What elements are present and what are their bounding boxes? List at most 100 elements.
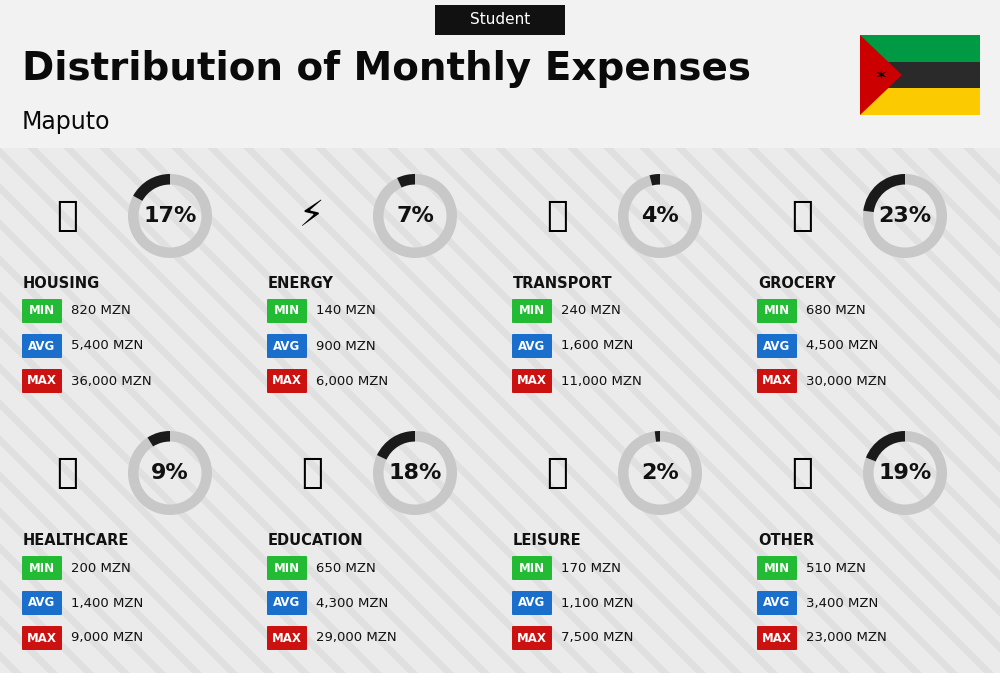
FancyBboxPatch shape [512,334,552,358]
FancyBboxPatch shape [22,556,62,580]
Wedge shape [650,174,660,186]
FancyBboxPatch shape [22,591,62,615]
Text: MIN: MIN [274,304,300,318]
FancyBboxPatch shape [0,0,1000,148]
Text: 680 MZN: 680 MZN [806,304,866,318]
FancyBboxPatch shape [512,556,552,580]
FancyBboxPatch shape [267,334,307,358]
Text: 🛍: 🛍 [546,456,568,490]
Text: 240 MZN: 240 MZN [561,304,621,318]
Text: 170 MZN: 170 MZN [561,561,621,575]
FancyBboxPatch shape [860,88,980,115]
FancyBboxPatch shape [860,35,980,62]
Text: MIN: MIN [274,561,300,575]
Wedge shape [147,431,170,446]
Text: 7%: 7% [396,206,434,226]
FancyBboxPatch shape [22,369,62,393]
Text: MAX: MAX [517,631,547,645]
FancyBboxPatch shape [267,591,307,615]
Text: OTHER: OTHER [758,533,814,548]
Text: Distribution of Monthly Expenses: Distribution of Monthly Expenses [22,50,751,88]
FancyBboxPatch shape [757,556,797,580]
Wedge shape [128,174,212,258]
Text: AVG: AVG [273,596,301,610]
Text: 36,000 MZN: 36,000 MZN [71,374,152,388]
Wedge shape [618,431,702,515]
Wedge shape [863,431,947,515]
Text: ✶: ✶ [875,67,887,83]
Text: GROCERY: GROCERY [758,276,836,291]
FancyBboxPatch shape [512,369,552,393]
Wedge shape [377,431,415,460]
FancyBboxPatch shape [757,299,797,323]
Text: ⚡: ⚡ [299,199,325,233]
Text: 🛒: 🛒 [791,199,813,233]
Text: 18%: 18% [388,463,442,483]
FancyBboxPatch shape [860,62,980,88]
Text: MAX: MAX [762,374,792,388]
Text: MIN: MIN [29,304,55,318]
Text: MIN: MIN [764,304,790,318]
Text: 19%: 19% [878,463,932,483]
Text: 4,300 MZN: 4,300 MZN [316,596,388,610]
Text: 820 MZN: 820 MZN [71,304,131,318]
Text: 2%: 2% [641,463,679,483]
Text: HOUSING: HOUSING [23,276,100,291]
Text: 17%: 17% [143,206,197,226]
Text: MAX: MAX [27,374,57,388]
FancyBboxPatch shape [757,334,797,358]
Text: 510 MZN: 510 MZN [806,561,866,575]
Text: 6,000 MZN: 6,000 MZN [316,374,388,388]
Wedge shape [863,174,905,212]
Wedge shape [618,174,702,258]
Text: 11,000 MZN: 11,000 MZN [561,374,642,388]
FancyBboxPatch shape [512,626,552,650]
Text: 1,400 MZN: 1,400 MZN [71,596,143,610]
Text: MAX: MAX [27,631,57,645]
Text: 29,000 MZN: 29,000 MZN [316,631,397,645]
Text: ENERGY: ENERGY [268,276,334,291]
Text: MIN: MIN [764,561,790,575]
Text: AVG: AVG [518,339,546,353]
Text: AVG: AVG [763,339,791,353]
Wedge shape [655,431,660,441]
FancyBboxPatch shape [267,626,307,650]
Text: 650 MZN: 650 MZN [316,561,376,575]
FancyBboxPatch shape [267,556,307,580]
Wedge shape [128,431,212,515]
Text: 30,000 MZN: 30,000 MZN [806,374,887,388]
Text: MIN: MIN [519,561,545,575]
Text: MAX: MAX [272,631,302,645]
Text: LEISURE: LEISURE [513,533,582,548]
Text: AVG: AVG [28,339,56,353]
FancyBboxPatch shape [267,369,307,393]
Polygon shape [860,35,902,115]
Text: 900 MZN: 900 MZN [316,339,376,353]
FancyBboxPatch shape [435,5,565,35]
Text: Maputo: Maputo [22,110,110,134]
Text: 1,600 MZN: 1,600 MZN [561,339,633,353]
Text: AVG: AVG [763,596,791,610]
Text: MIN: MIN [519,304,545,318]
Text: AVG: AVG [28,596,56,610]
Wedge shape [133,174,170,201]
Text: EDUCATION: EDUCATION [268,533,364,548]
Text: 🎓: 🎓 [301,456,323,490]
Text: 5,400 MZN: 5,400 MZN [71,339,143,353]
FancyBboxPatch shape [22,334,62,358]
Text: 3,400 MZN: 3,400 MZN [806,596,878,610]
Wedge shape [866,431,905,462]
Text: 7,500 MZN: 7,500 MZN [561,631,633,645]
FancyBboxPatch shape [757,591,797,615]
Text: 9,000 MZN: 9,000 MZN [71,631,143,645]
Text: 9%: 9% [151,463,189,483]
Text: 23,000 MZN: 23,000 MZN [806,631,887,645]
Text: AVG: AVG [518,596,546,610]
Text: 4%: 4% [641,206,679,226]
FancyBboxPatch shape [512,591,552,615]
Text: Student: Student [470,13,530,28]
FancyBboxPatch shape [22,299,62,323]
Text: MAX: MAX [762,631,792,645]
Text: 🏢: 🏢 [56,199,78,233]
Text: 💗: 💗 [56,456,78,490]
